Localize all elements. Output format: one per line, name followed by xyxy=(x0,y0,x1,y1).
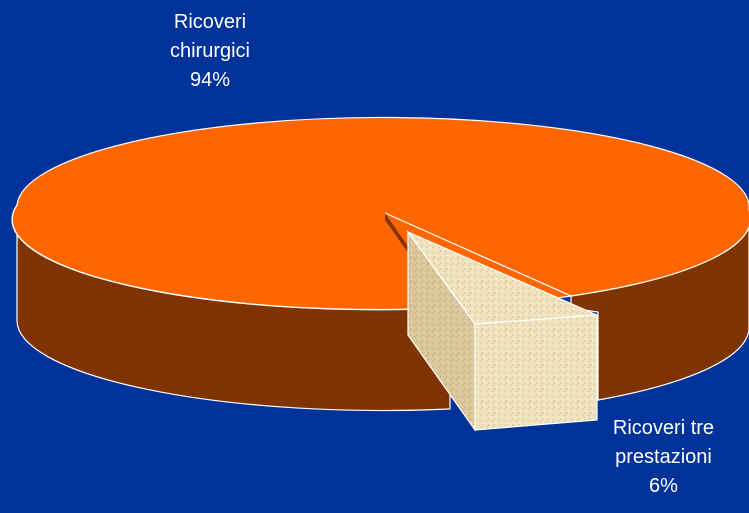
slice-value-label: 6% xyxy=(649,475,678,497)
slice-value-label: 94% xyxy=(189,69,231,91)
slice-label-line: chirurgici xyxy=(169,40,251,62)
slice-label-line: Ricoveri xyxy=(173,11,247,33)
slice-top-ricoveri-chirurgici xyxy=(11,116,749,311)
slice-label-ricoveri-chirurgici: Ricoveri chirurgici 94% xyxy=(120,8,300,95)
slice-label-line: Ricoveri tre xyxy=(612,417,715,439)
slice-front-ricoveri-tre-prestazioni xyxy=(474,314,598,431)
slice-label-line: prestazioni xyxy=(615,446,712,468)
slice-top-ricoveri-tre-prestazioni xyxy=(406,230,598,325)
slice-label-ricoveri-tre-prestazioni: Ricoveri tre prestazioni 6% xyxy=(578,414,749,501)
